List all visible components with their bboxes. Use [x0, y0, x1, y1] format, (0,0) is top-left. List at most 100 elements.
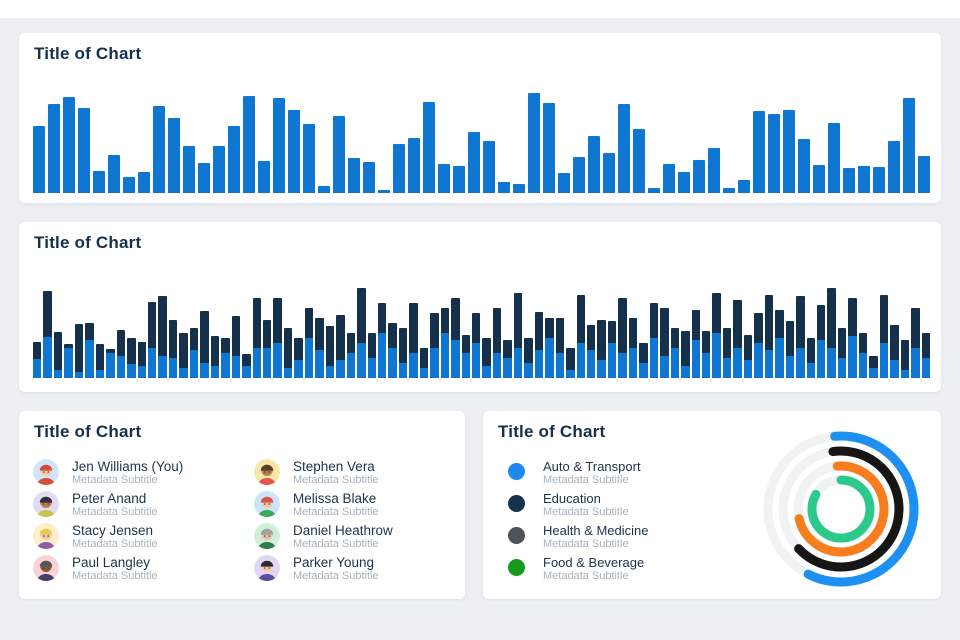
- list-item[interactable]: Stephen Vera Metadata Subtitle: [254, 459, 464, 487]
- stacked-bar: [137, 342, 146, 378]
- bar-segment-navy: [336, 315, 345, 360]
- legend-item[interactable]: Health & Medicine Metadata Subtitle: [497, 523, 697, 553]
- bar-segment-blue: [921, 358, 930, 378]
- bar-segment-navy: [827, 288, 836, 348]
- bar-segment-navy: [764, 295, 774, 350]
- stacked-bar: [796, 296, 805, 378]
- stacked-bar: [294, 338, 303, 378]
- person-subtitle: Metadata Subtitle: [72, 474, 158, 486]
- bar-segment-blue: [147, 348, 157, 378]
- stacked-bar: [827, 288, 836, 378]
- bar-segment-blue: [273, 343, 282, 378]
- bar: [183, 146, 195, 193]
- list-item[interactable]: Stacy Jensen Metadata Subtitle: [33, 523, 243, 551]
- bar-segment-blue: [722, 358, 732, 378]
- bar-segment-blue: [628, 348, 638, 378]
- bar-segment-blue: [806, 363, 815, 378]
- bar-segment-navy: [451, 298, 460, 340]
- person-name: Jen Williams (You): [72, 459, 184, 474]
- bar-segment-navy: [722, 328, 732, 358]
- bar-segment-navy: [607, 321, 617, 343]
- stacked-bar: [325, 326, 335, 378]
- bar-segment-blue: [325, 366, 335, 378]
- bar-segment-navy: [754, 313, 763, 343]
- concentric-rings-chart: [763, 431, 919, 587]
- bar-segment-navy: [168, 320, 178, 358]
- stacked-bar: [409, 303, 418, 378]
- bar-segment-blue: [513, 348, 523, 378]
- list-item[interactable]: Daniel Heathrow Metadata Subtitle: [254, 523, 464, 551]
- bar-segment-navy: [33, 342, 42, 359]
- bar-segment-navy: [294, 338, 303, 360]
- people-list-card: Title of Chart Jen Williams (You) Metadat…: [19, 411, 465, 599]
- stacked-bar: [33, 342, 42, 378]
- stacked-bar: [775, 310, 784, 378]
- bar: [378, 190, 390, 193]
- bar-segment-navy: [482, 338, 491, 366]
- bar-segment-blue: [597, 360, 606, 378]
- bar: [918, 156, 930, 193]
- legend-item[interactable]: Food & Beverage Metadata Subtitle: [497, 555, 697, 585]
- avatar: [254, 523, 280, 549]
- stacked-bar: [513, 293, 523, 378]
- stacked-bar: [670, 328, 680, 378]
- stacked-bar: [858, 333, 868, 378]
- stacked-bar: [660, 308, 669, 378]
- stacked-bar: [221, 338, 230, 378]
- stacked-bar: [702, 331, 711, 378]
- avatar: [33, 459, 59, 485]
- bar-segment-blue: [179, 368, 188, 378]
- bar-segment-blue: [681, 366, 690, 378]
- stacked-bar: [869, 356, 878, 378]
- bar-segment-blue: [785, 356, 795, 378]
- bar: [228, 126, 240, 193]
- bar-segment-navy: [461, 335, 471, 353]
- bar-segment-navy: [492, 308, 502, 353]
- list-item[interactable]: Melissa Blake Metadata Subtitle: [254, 491, 464, 519]
- bar-segment-blue: [869, 368, 878, 378]
- bar: [123, 177, 135, 193]
- bar-segment-blue: [398, 363, 408, 378]
- bar: [828, 123, 840, 193]
- stacked-bar: [95, 344, 105, 378]
- bar-segment-blue: [189, 350, 199, 378]
- avatar: [254, 555, 280, 581]
- bar-segment-navy: [848, 298, 857, 336]
- legend-item[interactable]: Auto & Transport Metadata Subtitle: [497, 459, 697, 489]
- stacked-bar: [545, 318, 554, 378]
- list-item[interactable]: Parker Young Metadata Subtitle: [254, 555, 464, 583]
- stacked-bar: [576, 295, 586, 378]
- list-item[interactable]: Peter Anand Metadata Subtitle: [33, 491, 243, 519]
- bar-segment-blue: [367, 358, 376, 378]
- bar-segment-navy: [775, 310, 784, 338]
- bar-segment-blue: [816, 340, 826, 378]
- stacked-bar: [649, 303, 659, 378]
- legend-subtitle: Metadata Subtitle: [543, 474, 629, 486]
- list-item[interactable]: Jen Williams (You) Metadata Subtitle: [33, 459, 243, 487]
- bar: [753, 111, 765, 193]
- bar-segment-blue: [283, 368, 293, 378]
- bar-segment-navy: [503, 340, 512, 358]
- bar-segment-blue: [858, 353, 868, 378]
- bar-chart-card: Title of Chart: [19, 33, 941, 203]
- bar-segment-blue: [639, 363, 648, 378]
- bar-segment-navy: [816, 305, 826, 340]
- bar-segment-blue: [712, 333, 721, 378]
- stacked-bar: [911, 308, 920, 378]
- bar-segment-navy: [74, 324, 84, 372]
- bar: [468, 132, 480, 193]
- bar-segment-navy: [900, 340, 910, 370]
- stacked-bar: [106, 349, 115, 378]
- bar-segment-navy: [116, 330, 126, 356]
- stacked-bar: [618, 298, 627, 378]
- stacked-bar: [53, 332, 63, 378]
- bar-segment-blue: [461, 353, 471, 378]
- bar-segment-navy: [879, 295, 889, 343]
- list-item[interactable]: Paul Langley Metadata Subtitle: [33, 555, 243, 583]
- bar-segment-blue: [262, 348, 272, 378]
- avatar: [33, 523, 59, 549]
- bar-segment-blue: [346, 353, 356, 378]
- legend-item[interactable]: Education Metadata Subtitle: [497, 491, 697, 521]
- bar-segment-navy: [440, 308, 450, 333]
- bar-segment-navy: [179, 333, 188, 368]
